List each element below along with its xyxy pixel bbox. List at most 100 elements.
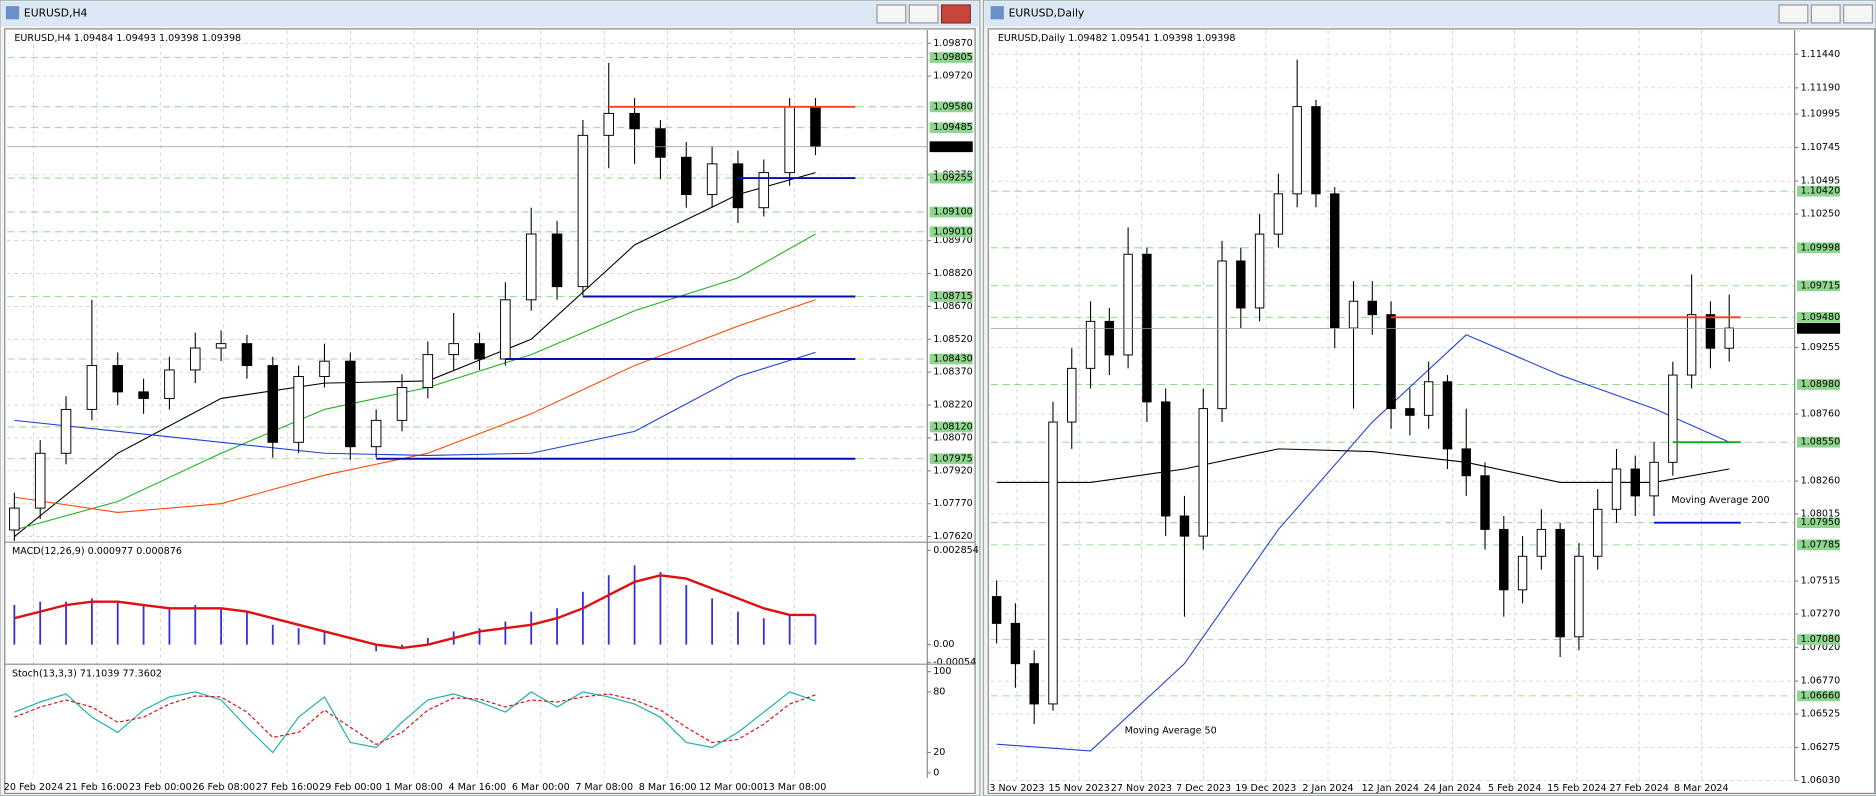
candle-body [138, 391, 149, 399]
price-label: 1.08820 [933, 268, 973, 279]
time-label: 13 Mar 08:00 [762, 782, 826, 793]
level-label: 1.09998 [1801, 242, 1841, 253]
candle-body [655, 128, 666, 158]
candle-body [1198, 408, 1208, 537]
maximize-button[interactable] [1810, 4, 1841, 24]
annotation: Moving Average 200 [1671, 495, 1769, 506]
candle-body [9, 507, 20, 531]
minimize-button[interactable] [1778, 4, 1809, 24]
close-button[interactable] [1843, 4, 1874, 24]
level-tag [929, 122, 973, 134]
time-label: 3 Nov 2023 [989, 783, 1044, 794]
window-icon [990, 6, 1004, 20]
window-icon [5, 6, 20, 20]
candle-body [1160, 401, 1171, 517]
candle-body [319, 360, 330, 378]
time-label: 7 Dec 2023 [1176, 783, 1231, 794]
level-label: 1.09580 [933, 101, 973, 112]
level-tag [929, 453, 973, 465]
candle-body [1630, 468, 1640, 497]
price-label: 1.08520 [933, 334, 973, 345]
price-label: 1.07270 [1801, 608, 1841, 619]
candle-body [1010, 622, 1021, 665]
price-label: 1.08370 [933, 367, 973, 378]
candle-body [732, 163, 744, 209]
price-label: 1.08970 [933, 235, 973, 246]
indicator-tick: 0.002854 [933, 545, 979, 556]
level-tag [1797, 436, 1841, 448]
level-tag [1797, 517, 1841, 529]
candle-body [784, 106, 795, 174]
maximize-button[interactable] [908, 4, 939, 24]
candle-body [758, 172, 770, 209]
time-label: 21 Feb 16:00 [66, 782, 129, 793]
minimize-button[interactable] [876, 4, 907, 24]
time-label: 19 Dec 2023 [1235, 783, 1296, 794]
time-label: 27 Feb 16:00 [256, 782, 319, 793]
moving-average [996, 334, 1730, 752]
price-label: 1.07770 [933, 498, 973, 509]
time-label: 12 Jan 2024 [1362, 783, 1419, 794]
candle-body [1705, 314, 1716, 349]
level-label: 1.08550 [1801, 437, 1841, 448]
price-label: 1.06030 [1801, 775, 1841, 786]
time-label: 27 Nov 2023 [1111, 783, 1172, 794]
price-label: 1.08260 [1801, 476, 1841, 487]
level-label: 1.07080 [1801, 634, 1841, 645]
time-label: 6 Mar 00:00 [512, 782, 570, 793]
candle-body [422, 354, 434, 388]
indicator-tick: 0.00 [933, 639, 954, 650]
candle-body [474, 343, 485, 360]
level-tag [1797, 242, 1841, 254]
level-label: 1.09100 [933, 207, 973, 218]
level-label: 1.08120 [933, 421, 973, 432]
macd-signal [14, 574, 816, 650]
price-label: 1.09255 [1801, 342, 1841, 353]
level-tag [1797, 634, 1841, 645]
time-label: 8 Mar 2024 [1674, 783, 1729, 794]
title-bar[interactable] [1, 1, 979, 27]
price-label: 1.08070 [933, 432, 973, 443]
info-bg [993, 31, 1221, 45]
price-label: 1.07515 [1801, 576, 1841, 587]
level-tag [1797, 379, 1841, 390]
level-label: 1.09485 [933, 122, 973, 133]
candle-body [1085, 320, 1096, 369]
candle-body [1254, 233, 1265, 309]
window-title: EURUSD,Daily [1009, 6, 1085, 19]
stoch-main [14, 691, 816, 754]
indicator-label: MACD(12,26,9) 0.000977 0.000876 [12, 546, 182, 557]
candle-body [1499, 528, 1509, 591]
price-label: 1.09870 [933, 38, 973, 49]
candle-body [603, 112, 615, 136]
time-label: 29 Feb 00:00 [319, 782, 382, 793]
candle-body [293, 376, 304, 443]
level-label: 1.07975 [933, 453, 973, 464]
level-label: 1.07785 [1801, 539, 1841, 550]
info-bg [9, 31, 237, 45]
price-label: 1.10495 [1801, 176, 1841, 187]
candle-body [60, 408, 72, 454]
candle-body [1311, 106, 1321, 195]
candle-body [34, 452, 46, 509]
title-bar[interactable] [984, 1, 1875, 27]
price-label: 1.08670 [933, 301, 973, 312]
candle-body [1686, 314, 1697, 376]
indicator-tick: 0 [933, 767, 939, 778]
candle-body [1067, 367, 1077, 423]
indicator-tick: 80 [933, 686, 945, 697]
candle-body [1386, 314, 1396, 410]
candle-body [189, 347, 201, 371]
moving-average [14, 351, 816, 457]
candle-body [267, 365, 279, 443]
bid-label: 1.09398 [933, 141, 973, 152]
level-tag [929, 206, 973, 218]
close-button[interactable] [940, 4, 971, 24]
time-label: 2 Jan 2024 [1302, 783, 1353, 794]
candle-body [396, 387, 408, 421]
level-tag [929, 52, 973, 63]
chart-info: EURUSD,Daily 1.09482 1.09541 1.09398 1.0… [998, 33, 1236, 44]
level-label: 1.09010 [933, 226, 973, 237]
candle-body [525, 233, 537, 301]
candle-body [345, 360, 356, 448]
